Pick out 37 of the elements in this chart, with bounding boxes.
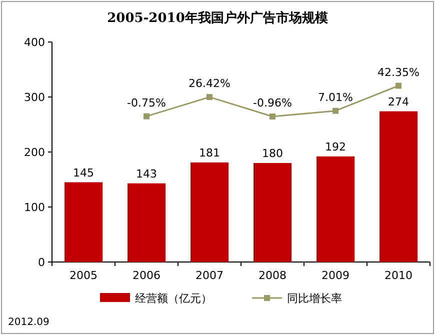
data-label: 145 xyxy=(73,166,94,180)
x-tick-label: 2006 xyxy=(132,269,160,282)
point xyxy=(206,94,212,100)
x-tick-label: 2005 xyxy=(70,269,98,282)
data-label: -0.75% xyxy=(127,96,166,110)
y-tick-label: 400 xyxy=(24,36,45,49)
data-label: 180 xyxy=(262,147,283,160)
bar xyxy=(316,156,354,262)
data-label: 42.35% xyxy=(378,66,420,79)
data-label: 192 xyxy=(325,140,346,154)
bar xyxy=(128,183,166,262)
bar xyxy=(380,111,418,262)
x-tick-label: 2010 xyxy=(384,269,412,282)
legend-label: 经营额（亿元） xyxy=(135,292,212,305)
text: 2012.09 xyxy=(8,317,50,328)
y-tick-label: 200 xyxy=(24,146,45,159)
point xyxy=(270,113,276,120)
data-label: 26.42% xyxy=(188,77,230,90)
chart-title: 2005-2010年我国户外广告市场规模 xyxy=(107,10,328,26)
y-tick-label: 300 xyxy=(24,91,45,104)
data-label: 143 xyxy=(136,167,157,180)
x-tick-label: 2007 xyxy=(196,269,224,282)
data-label: 7.01% xyxy=(318,90,353,104)
point xyxy=(144,113,150,120)
point xyxy=(396,82,402,89)
legend-label: 同比增长率 xyxy=(287,292,342,305)
data-label: -0.96% xyxy=(253,96,292,110)
data-label: 274 xyxy=(388,95,409,108)
bar xyxy=(190,162,228,262)
point xyxy=(332,108,338,114)
y-tick-label: 100 xyxy=(24,201,45,214)
data-label: 181 xyxy=(199,146,220,160)
x-tick-label: 2009 xyxy=(322,269,350,282)
x-tick-label: 2008 xyxy=(258,269,286,282)
y-tick-label: 0 xyxy=(38,256,45,269)
bar xyxy=(64,182,102,262)
bar xyxy=(254,163,292,262)
